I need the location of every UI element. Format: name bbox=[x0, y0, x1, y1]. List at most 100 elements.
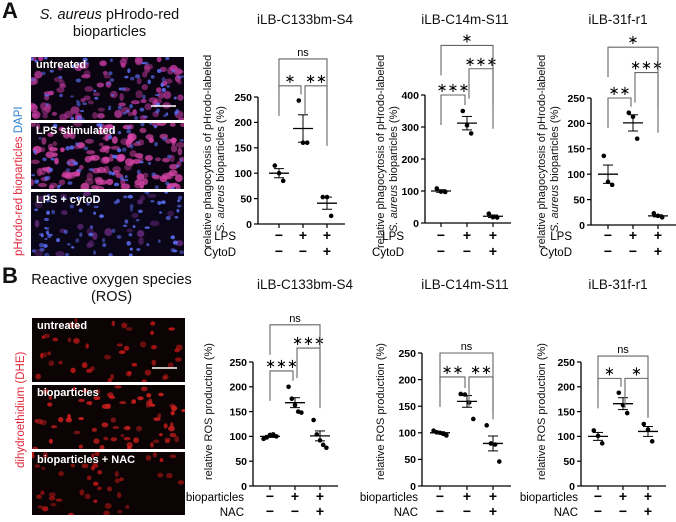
data-point bbox=[471, 416, 476, 422]
condition-sign: − bbox=[291, 503, 299, 519]
data-point bbox=[444, 433, 449, 438]
y-tick-label: 250 bbox=[557, 357, 575, 369]
y-tick-label: 0 bbox=[413, 218, 419, 230]
condition-sign: + bbox=[629, 227, 637, 243]
y-tick-label: 250 bbox=[567, 93, 585, 105]
condition-sign: + bbox=[619, 488, 627, 504]
micrograph-label: LPS + cytoD bbox=[36, 194, 101, 206]
y-tick-label: 100 bbox=[234, 168, 252, 180]
data-point bbox=[634, 136, 640, 141]
y-tick-label: 250 bbox=[229, 357, 247, 369]
y-tick-label: 0 bbox=[569, 481, 575, 493]
micrograph-bioparticles: bioparticles bbox=[32, 385, 185, 449]
micrograph-label: untreated bbox=[37, 320, 88, 332]
y-tick-label: 200 bbox=[229, 382, 247, 394]
condition-row-label: LPS bbox=[382, 231, 404, 243]
y-tick-label: 100 bbox=[557, 431, 575, 443]
condition-sign: + bbox=[489, 243, 497, 259]
data-point bbox=[599, 441, 605, 446]
significance-label: ∗ bbox=[628, 32, 639, 47]
significance-label: ∗ bbox=[631, 363, 642, 378]
data-point bbox=[468, 131, 474, 136]
condition-sign: − bbox=[436, 488, 444, 504]
chart-title-a2: iLB-C14m-S11 bbox=[421, 12, 509, 27]
y-tick-label: 150 bbox=[398, 401, 416, 413]
significance-bracket bbox=[597, 377, 622, 409]
data-point bbox=[272, 163, 278, 168]
data-point bbox=[299, 410, 304, 415]
y-tick-label: 150 bbox=[557, 406, 575, 418]
significance-bracket bbox=[607, 46, 659, 108]
significance-label: ns bbox=[617, 344, 629, 356]
condition-sign: + bbox=[654, 243, 662, 259]
data-point bbox=[624, 410, 630, 416]
data-point bbox=[460, 108, 466, 114]
y-tick-label: 50 bbox=[563, 456, 575, 468]
data-point bbox=[591, 428, 597, 433]
significance-label: ∗∗ bbox=[442, 362, 464, 377]
data-point bbox=[286, 384, 291, 390]
y-tick-label: 0 bbox=[246, 219, 252, 231]
significance-bracket bbox=[278, 85, 302, 116]
title-line2: (ROS) bbox=[90, 289, 133, 305]
condition-sign: − bbox=[594, 503, 602, 519]
micrograph-label: untreated bbox=[36, 59, 87, 71]
data-point bbox=[300, 140, 306, 146]
condition-row-label: CytoD bbox=[204, 247, 236, 259]
significance-bracket bbox=[468, 68, 494, 129]
micrograph-lps-cytod: LPS + cytoD bbox=[31, 192, 184, 256]
condition-sign: − bbox=[629, 243, 637, 259]
condition-row-label: bioparticles bbox=[186, 492, 244, 504]
condition-row-label: bioparticles bbox=[520, 492, 578, 504]
condition-sign: + bbox=[644, 488, 652, 504]
condition-row-label: LPS bbox=[550, 231, 572, 243]
y-tick-label: 50 bbox=[573, 194, 585, 206]
significance-bracket bbox=[269, 324, 321, 385]
significance-label: ∗∗∗ bbox=[465, 54, 498, 69]
condition-sign: + bbox=[489, 488, 497, 504]
significance-label: ∗∗ bbox=[470, 362, 492, 377]
condition-sign: + bbox=[654, 227, 662, 243]
data-point bbox=[280, 178, 286, 184]
data-point bbox=[616, 390, 622, 396]
condition-sign: − bbox=[594, 488, 602, 504]
condition-row-label: bioparticles bbox=[360, 492, 418, 504]
significance-label: ∗ bbox=[462, 30, 473, 45]
title-italic: S. aureus bbox=[39, 7, 102, 23]
y-tick-label: 200 bbox=[567, 118, 585, 130]
panel-letter-a: A bbox=[2, 0, 18, 23]
significance-label: ns bbox=[297, 47, 309, 59]
y-tick-label: 100 bbox=[229, 431, 247, 443]
y-tick-label: 50 bbox=[404, 454, 416, 466]
y-tick-label: 0 bbox=[410, 481, 416, 493]
condition-sign: + bbox=[489, 227, 497, 243]
chart-title-b2: iLB-C14m-S11 bbox=[421, 277, 509, 292]
y-tick-label: 150 bbox=[229, 406, 247, 418]
condition-sign: − bbox=[275, 243, 283, 259]
condition-sign: − bbox=[604, 243, 612, 259]
y-tick-label: 0 bbox=[241, 481, 247, 493]
significance-label: ∗∗∗ bbox=[265, 356, 298, 371]
condition-sign: − bbox=[463, 243, 471, 259]
y-tick-label: 200 bbox=[401, 154, 419, 166]
condition-sign: + bbox=[463, 227, 471, 243]
condition-sign: − bbox=[266, 488, 274, 504]
significance-bracket bbox=[278, 58, 328, 119]
micrograph-label: bioparticles bbox=[37, 387, 99, 399]
significance-bracket bbox=[296, 347, 321, 409]
y-tick-label: 0 bbox=[579, 220, 585, 232]
panel-letter-b: B bbox=[2, 263, 18, 288]
micrograph-label: LPS stimulated bbox=[36, 125, 116, 137]
y-tick-label: 150 bbox=[567, 144, 585, 156]
condition-sign: + bbox=[644, 503, 652, 519]
data-point bbox=[601, 153, 607, 159]
condition-row-label: CytoD bbox=[540, 247, 572, 259]
chart-title-b3: iLB-31f-r1 bbox=[588, 277, 648, 292]
y-tick-label: 250 bbox=[398, 348, 416, 360]
significance-bracket bbox=[607, 97, 632, 128]
